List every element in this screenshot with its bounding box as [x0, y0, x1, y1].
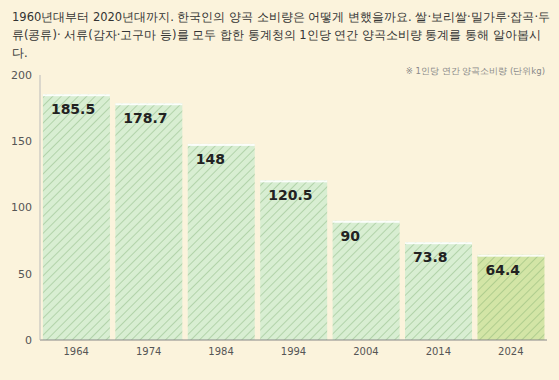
svg-text:2014: 2014 — [426, 346, 451, 357]
svg-text:1964: 1964 — [63, 346, 88, 357]
svg-text:2004: 2004 — [353, 346, 378, 357]
html-text:※ 1인당 연간 양곡소비량 (단위kg): ※ 1인당 연간 양곡소비량 (단위kg) — [405, 66, 545, 76]
svg-text:1974: 1974 — [136, 346, 161, 357]
svg-text:200: 200 — [11, 69, 32, 82]
svg-text:0: 0 — [25, 334, 32, 347]
svg-text:2024: 2024 — [498, 346, 523, 357]
svg-text:100: 100 — [11, 201, 32, 214]
svg-text:1984: 1984 — [208, 346, 233, 357]
svg-text:50: 50 — [18, 268, 32, 281]
svg-text:150: 150 — [11, 135, 32, 148]
svg-text:1994: 1994 — [281, 346, 306, 357]
svg-text:185.5: 185.5 — [51, 101, 95, 117]
svg-text:90: 90 — [341, 228, 361, 244]
svg-text:120.5: 120.5 — [268, 187, 312, 203]
svg-text:64.4: 64.4 — [485, 262, 520, 278]
svg-text:148: 148 — [196, 151, 225, 167]
svg-text:73.8: 73.8 — [413, 249, 448, 265]
svg-text:178.7: 178.7 — [123, 110, 167, 126]
html-text:1960년대부터 2020년대까지. 한국인의 양곡 소비량: 1960년대부터 2020년대까지. 한국인의 양곡 소비량은 어떻게 변했을까… — [12, 10, 551, 60]
